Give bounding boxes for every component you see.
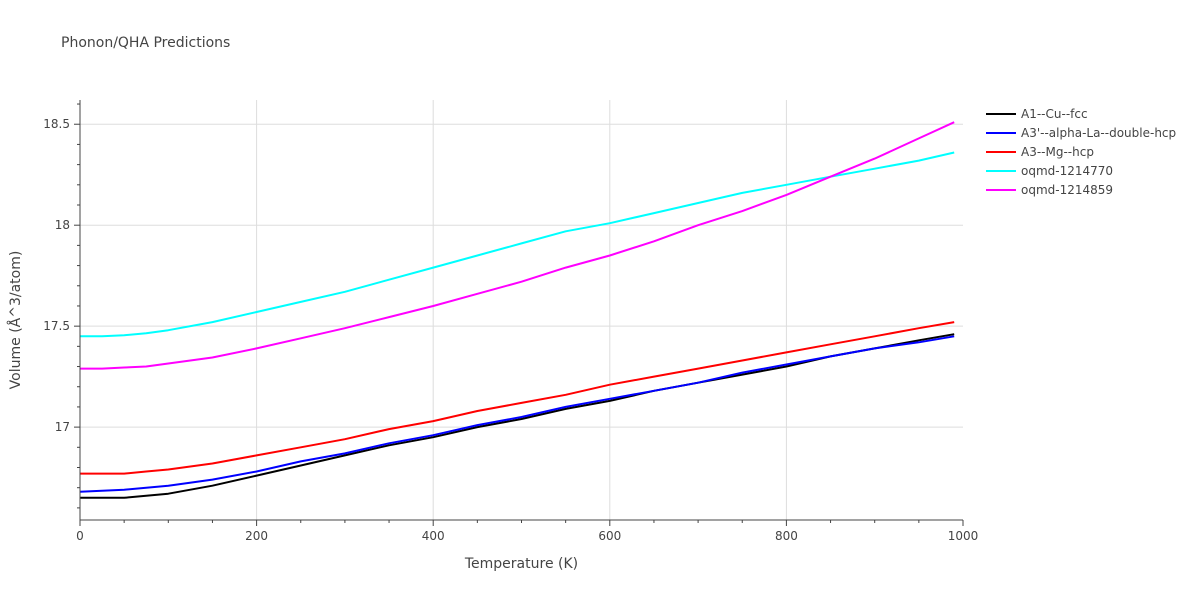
legend-item[interactable]: oqmd-1214770	[986, 164, 1113, 178]
x-axis-title: Temperature (K)	[464, 556, 578, 572]
y-tick-label: 18	[55, 218, 70, 232]
x-tick-label: 400	[422, 529, 445, 543]
x-tick-label: 800	[775, 529, 798, 543]
axes: 0 200 400 600 800 1000 17 17.5 18 18.5 Temperature…	[7, 100, 978, 572]
legend-item[interactable]: A1--Cu--fcc	[986, 107, 1088, 121]
series-line-1[interactable]	[79, 335, 955, 493]
legend-label: oqmd-1214859	[1021, 183, 1113, 197]
legend-label: A3'--alpha-La--double-hcp	[1021, 126, 1176, 140]
legend-item[interactable]: oqmd-1214859	[986, 183, 1113, 197]
x-tick-label: 0	[76, 529, 84, 543]
legend-label: oqmd-1214770	[1021, 164, 1113, 178]
x-tick-label: 1000	[948, 529, 979, 543]
legend-label: A3--Mg--hcp	[1021, 145, 1094, 159]
legend[interactable]: A1--Cu--fcc A3'--alpha-La--double-hcp A3--…	[986, 107, 1176, 197]
legend-item[interactable]: A3'--alpha-La--double-hcp	[986, 126, 1176, 140]
grid-lines	[80, 100, 963, 520]
y-axis-title: Volume (Å^3/atom)	[7, 251, 24, 390]
x-tick-label: 200	[245, 529, 268, 543]
legend-item[interactable]: A3--Mg--hcp	[986, 145, 1094, 159]
series-line-0[interactable]	[80, 333, 955, 499]
legend-label: A1--Cu--fcc	[1021, 107, 1088, 121]
series-line-3[interactable]	[80, 151, 955, 338]
x-tick-label: 600	[598, 529, 621, 543]
series-line-4[interactable]	[80, 121, 955, 370]
series-line-2[interactable]	[80, 321, 955, 475]
y-tick-label: 18.5	[43, 117, 70, 131]
y-tick-label: 17.5	[43, 319, 70, 333]
series-group	[79, 121, 955, 499]
y-tick-label: 17	[55, 420, 70, 434]
chart-title: Phonon/QHA Predictions	[61, 35, 231, 51]
